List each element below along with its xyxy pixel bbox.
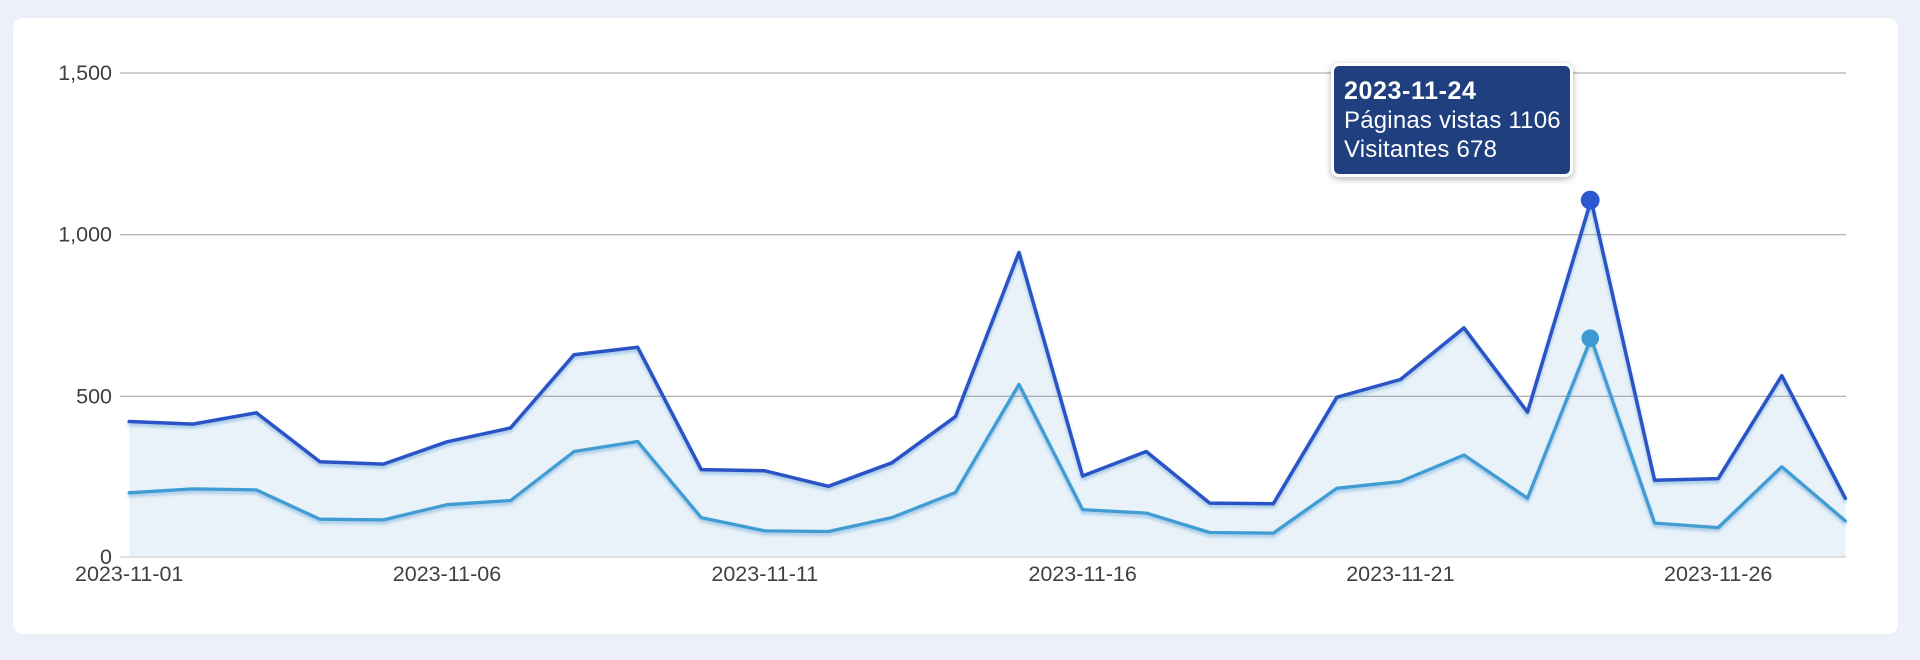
svg-text:1,500: 1,500 xyxy=(58,61,112,85)
svg-text:500: 500 xyxy=(76,384,112,408)
svg-text:2023-11-11: 2023-11-11 xyxy=(711,562,818,586)
svg-text:2023-11-26: 2023-11-26 xyxy=(1664,562,1772,586)
svg-text:2023-11-06: 2023-11-06 xyxy=(393,562,501,586)
svg-text:2023-11-16: 2023-11-16 xyxy=(1028,562,1136,586)
svg-text:2023-11-21: 2023-11-21 xyxy=(1346,562,1454,586)
svg-text:1,000: 1,000 xyxy=(58,223,112,247)
svg-text:2023-11-01: 2023-11-01 xyxy=(75,562,183,586)
svg-text:0: 0 xyxy=(100,545,112,569)
